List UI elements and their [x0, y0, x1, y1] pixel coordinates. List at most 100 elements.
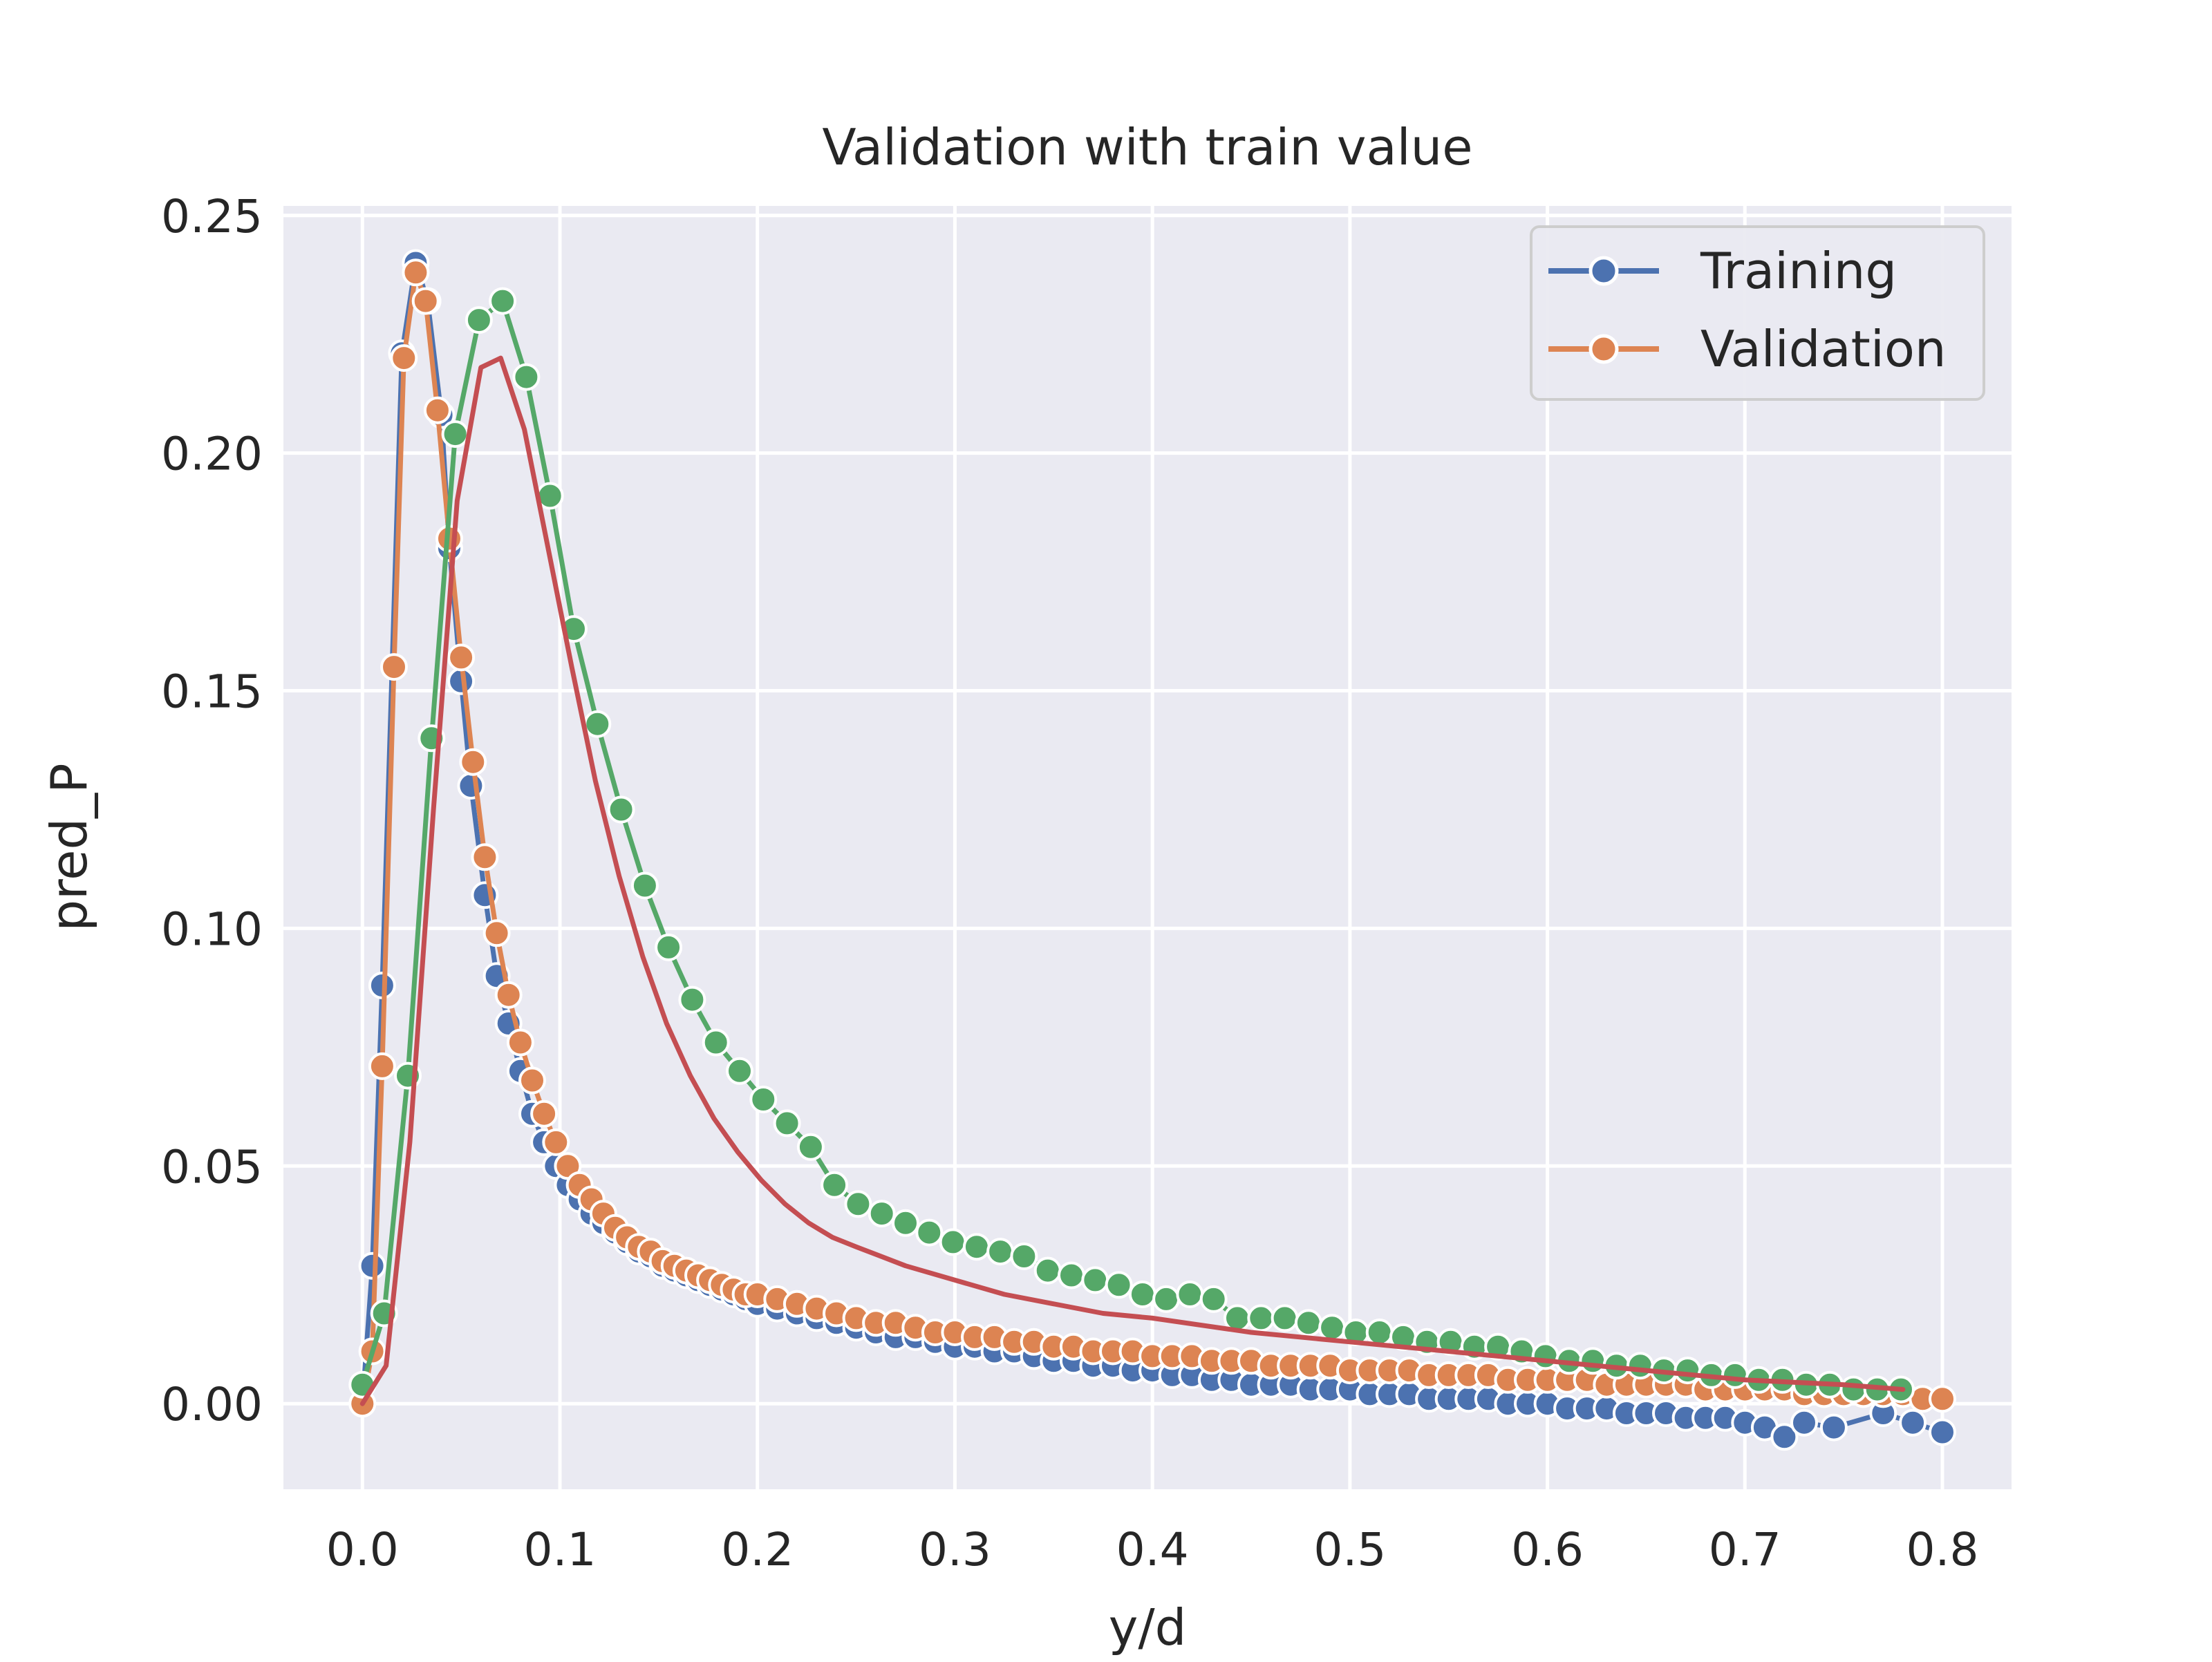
- data-point: [1929, 1418, 1956, 1446]
- data-point: [447, 643, 476, 672]
- data-point: [1819, 1413, 1848, 1442]
- data-point: [939, 1228, 967, 1256]
- data-point: [1929, 1385, 1956, 1413]
- x-tick-label: 0.2: [721, 1523, 794, 1576]
- data-point: [542, 1128, 570, 1156]
- data-point: [1247, 1304, 1275, 1332]
- data-point: [1152, 1285, 1181, 1313]
- data-point: [465, 306, 493, 334]
- data-point: [506, 1028, 534, 1057]
- series-1: [348, 258, 1956, 1418]
- data-point: [796, 1133, 825, 1161]
- data-point: [749, 1086, 778, 1113]
- x-tick-label: 0.3: [919, 1523, 991, 1576]
- y-tick-label: 0.10: [161, 903, 263, 956]
- data-point: [471, 843, 499, 871]
- x-tick-label: 0.5: [1313, 1523, 1386, 1576]
- data-point: [390, 344, 418, 372]
- x-tick-label: 0.6: [1511, 1523, 1584, 1576]
- y-tick-label: 0.05: [161, 1140, 263, 1193]
- data-point: [986, 1238, 1015, 1266]
- data-point: [402, 258, 430, 287]
- data-point: [773, 1109, 801, 1137]
- data-point: [915, 1218, 944, 1247]
- series-3: [359, 355, 1906, 1406]
- data-point: [1010, 1243, 1038, 1270]
- chart-title: Validation with train value: [822, 118, 1472, 176]
- data-point: [380, 653, 408, 681]
- data-point: [457, 772, 485, 800]
- data-point: [1081, 1266, 1109, 1294]
- legend-item-validation: Validation: [1548, 320, 1947, 378]
- data-point: [1674, 1357, 1702, 1385]
- data-point: [494, 981, 523, 1009]
- legend-marker-validation: [1588, 334, 1619, 364]
- data-point: [518, 1066, 546, 1095]
- x-tick-label: 0.4: [1116, 1523, 1189, 1576]
- data-point: [1721, 1361, 1749, 1389]
- series-line: [359, 355, 1906, 1406]
- data-point: [678, 985, 706, 1014]
- data-point: [821, 1171, 849, 1199]
- data-point: [459, 748, 487, 776]
- y-tick-label: 0.00: [161, 1378, 263, 1431]
- data-point: [1365, 1319, 1394, 1346]
- x-tick-label: 0.0: [326, 1523, 399, 1576]
- legend-item-training: Training: [1548, 242, 1897, 300]
- plot-area-background: [283, 206, 2012, 1489]
- series-2: [348, 287, 1915, 1404]
- data-point: [962, 1233, 991, 1261]
- data-point: [482, 919, 511, 947]
- data-point: [1770, 1423, 1799, 1451]
- data-point: [368, 1052, 396, 1080]
- data-point: [423, 396, 451, 424]
- data-point: [655, 933, 683, 961]
- data-point: [1128, 1281, 1156, 1308]
- legend-label-training: Training: [1700, 242, 1897, 300]
- data-point: [583, 710, 612, 738]
- data-point: [411, 287, 440, 315]
- data-point: [868, 1200, 896, 1228]
- data-point: [512, 363, 541, 391]
- x-tick-label: 0.1: [524, 1523, 597, 1576]
- data-point: [1271, 1304, 1299, 1332]
- data-point: [358, 1252, 386, 1280]
- data-point: [1839, 1375, 1868, 1404]
- y-tick-label: 0.20: [161, 428, 263, 481]
- legend-marker-training: [1588, 256, 1619, 286]
- data-point: [1105, 1271, 1133, 1299]
- y-tick-label: 0.15: [161, 665, 263, 719]
- data-point: [844, 1190, 872, 1218]
- data-point: [1294, 1309, 1322, 1337]
- data-point: [1058, 1261, 1085, 1290]
- y-tick-label: 0.25: [161, 190, 263, 243]
- data-point: [1176, 1281, 1204, 1308]
- data-point: [1579, 1347, 1607, 1375]
- data-point: [1790, 1408, 1818, 1437]
- data-point: [726, 1057, 753, 1085]
- x-tick-label: 0.8: [1906, 1523, 1979, 1576]
- y-axis-label: pred_P: [40, 763, 98, 931]
- data-point: [1318, 1314, 1347, 1342]
- data-series: [348, 249, 1956, 1451]
- data-point: [1199, 1285, 1228, 1313]
- data-point: [1626, 1352, 1654, 1380]
- x-axis-label: y/d: [1109, 1598, 1187, 1656]
- data-point: [489, 287, 517, 315]
- legend: Training Validation: [1530, 225, 1985, 401]
- data-point: [1033, 1256, 1062, 1285]
- data-point: [441, 420, 469, 448]
- data-point: [607, 795, 635, 824]
- data-point: [1531, 1342, 1559, 1370]
- x-tick-label: 0.7: [1709, 1523, 1781, 1576]
- tick-labels: 0.0 0.1 0.2 0.3 0.4 0.5 0.6 0.7 0.8 0.00 0.05 0.10 0…: [161, 190, 1978, 1576]
- legend-label-validation: Validation: [1700, 320, 1947, 378]
- data-point: [702, 1028, 730, 1057]
- data-point: [630, 871, 659, 900]
- data-point: [530, 1099, 559, 1128]
- data-point: [1899, 1408, 1927, 1437]
- data-point: [892, 1209, 919, 1237]
- grid-lines: [283, 206, 2012, 1489]
